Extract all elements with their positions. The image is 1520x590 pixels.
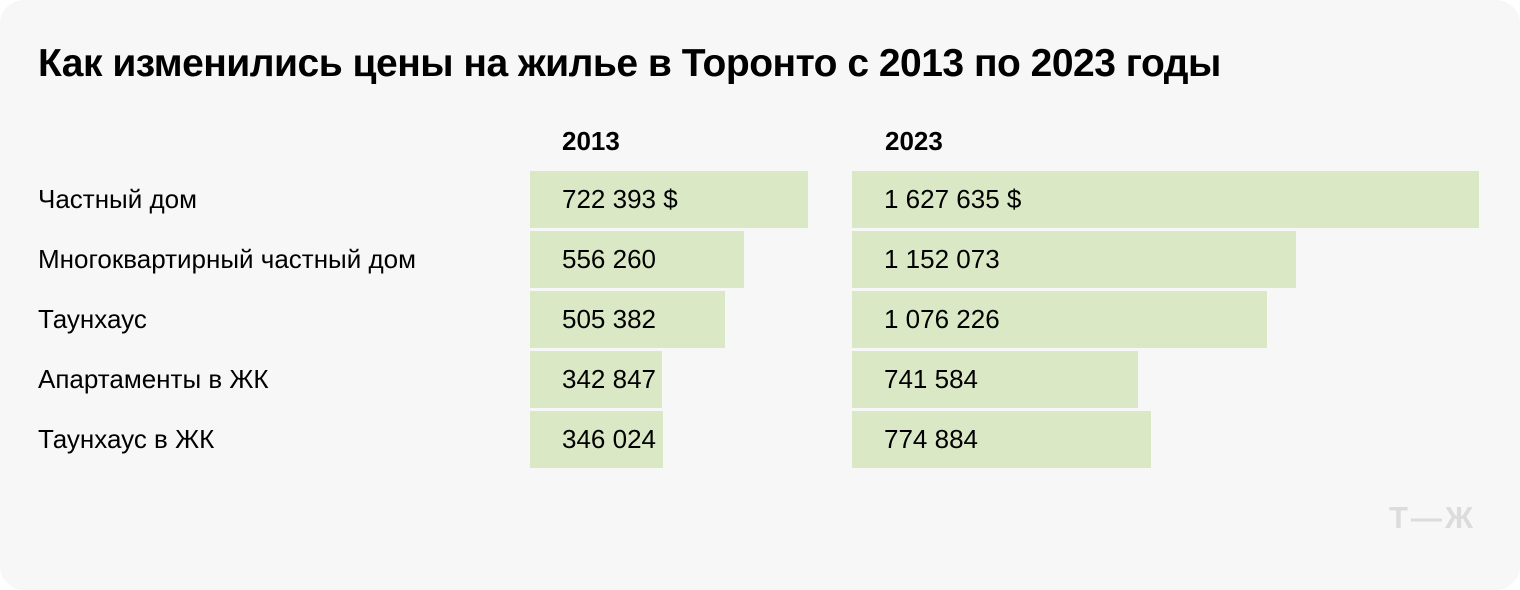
category-label: Таунхаус в ЖК [38, 424, 215, 454]
table-row: Таунхаус 505 382 1 076 226 [0, 291, 1520, 348]
category-label: Частный дом [38, 184, 197, 214]
bar-2023-row4: 741 584 [852, 351, 1138, 408]
bar-value: 1 152 073 [884, 244, 1000, 274]
bar-value: 1 076 226 [884, 304, 1000, 334]
bar-2013-row3: 505 382 [530, 291, 725, 348]
column-header-2023: 2023 [885, 126, 943, 156]
bar-value: 346 024 [562, 424, 656, 454]
bar-2013-row4: 342 847 [530, 351, 662, 408]
column-header-2013: 2013 [562, 126, 620, 156]
bar-2023-row2: 1 152 073 [852, 231, 1296, 288]
tj-logo: Т—Ж [1389, 500, 1476, 535]
category-label: Апартаменты в ЖК [38, 364, 269, 394]
table-row: Апартаменты в ЖК 342 847 741 584 [0, 351, 1520, 408]
bar-value: 342 847 [562, 364, 656, 394]
category-label: Многоквартирный частный дом [38, 244, 416, 274]
bar-value: 722 393 $ [562, 184, 678, 214]
bar-value: 741 584 [884, 364, 978, 394]
bar-value: 1 627 635 $ [884, 184, 1022, 214]
bar-2023-row5: 774 884 [852, 411, 1151, 468]
bar-rows: Частный дом 722 393 $ 1 627 635 $ Многоквар… [0, 171, 1520, 471]
bar-2023-row3: 1 076 226 [852, 291, 1267, 348]
bar-value: 505 382 [562, 304, 656, 334]
chart-title: Как изменились цены на жилье в Торонто с… [38, 42, 1221, 85]
bar-2013-row1: 722 393 $ [530, 171, 808, 228]
category-label: Таунхаус [38, 304, 147, 334]
bar-value: 774 884 [884, 424, 978, 454]
bar-value: 556 260 [562, 244, 656, 274]
bar-2013-row2: 556 260 [530, 231, 744, 288]
table-row: Таунхаус в ЖК 346 024 774 884 [0, 411, 1520, 468]
table-row: Многоквартирный частный дом 556 260 1 152 … [0, 231, 1520, 288]
bar-2013-row5: 346 024 [530, 411, 663, 468]
bar-2023-row1: 1 627 635 $ [852, 171, 1479, 228]
table-row: Частный дом 722 393 $ 1 627 635 $ [0, 171, 1520, 228]
